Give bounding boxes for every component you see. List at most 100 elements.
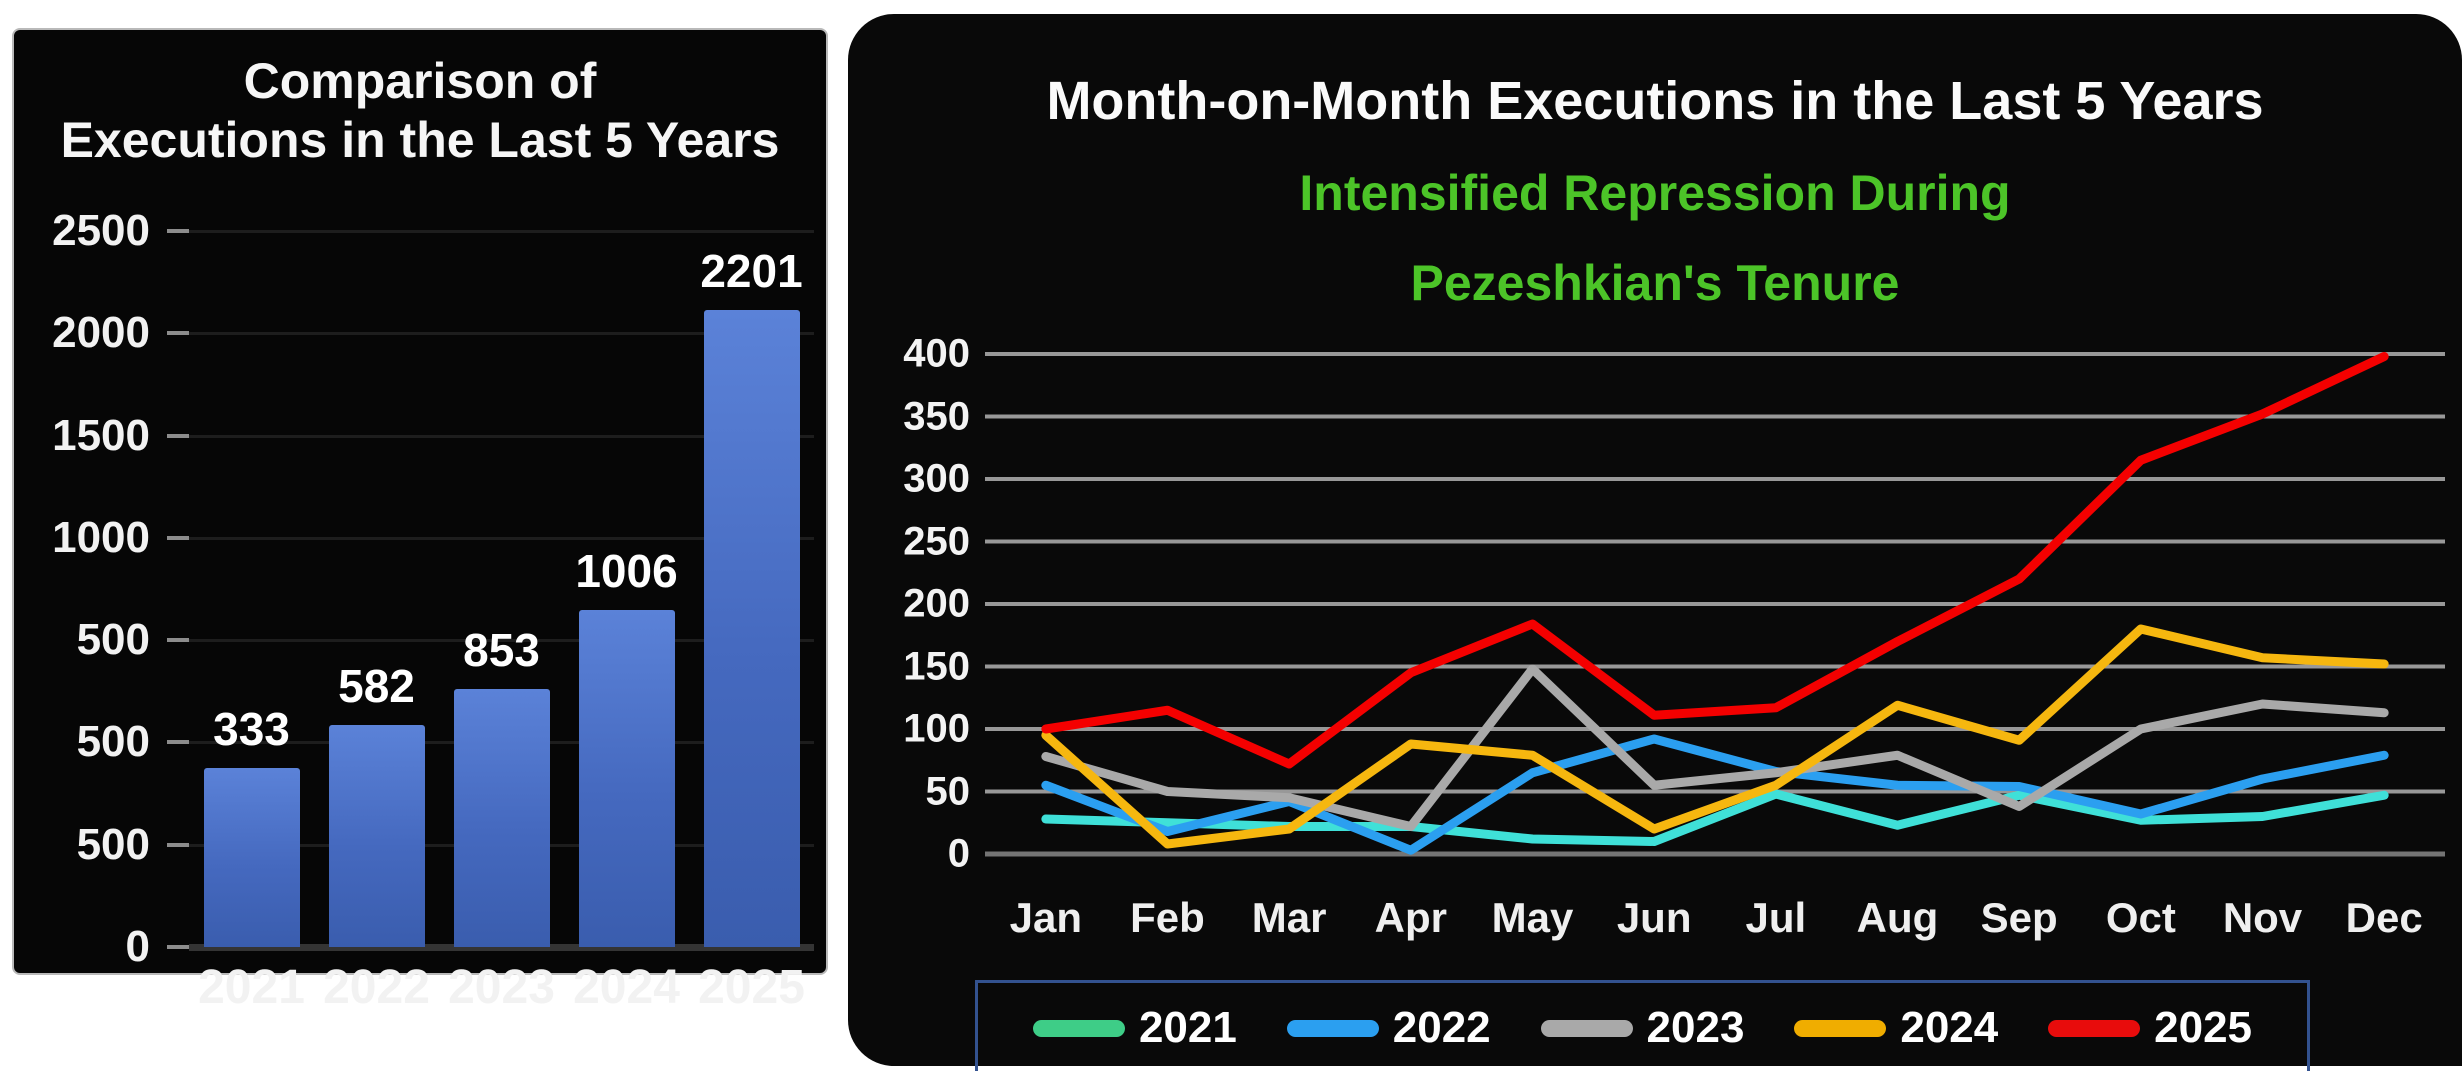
line-y-tick-label: 250 (903, 519, 970, 563)
bar-axis-tick-mark (167, 229, 189, 233)
line-series-2021 (1041, 789, 2389, 846)
bar-cell: 582 (314, 231, 439, 947)
bar-axis-tick-mark (167, 842, 189, 847)
legend-label-2023: 2023 (1646, 1003, 1745, 1052)
bar-gridline (189, 536, 814, 540)
line-x-tick-label: May (1491, 894, 1574, 941)
bar-axis-tick-mark (167, 945, 189, 949)
line-x-tick-label: Jun (1616, 894, 1692, 941)
line-y-tick-label: 300 (903, 456, 970, 501)
bar-value-label: 333 (213, 703, 290, 755)
line-y-tick-label: 50 (925, 769, 971, 813)
line-chart-y-axis: 400 350 300 250 200 150 100 50 0 (848, 332, 971, 876)
line-x-tick-label: Nov (2222, 894, 2303, 941)
bar-chart-title-line2: Executions in the Last 5 Years (60, 112, 780, 168)
line-chart-title: Month-on-Month Executions in the Last 5 … (1046, 71, 2264, 131)
bar-x-tick-label: 2025 (698, 961, 805, 1014)
line-chart-panel: Month-on-Month Executions in the Last 5 … (848, 14, 2462, 1071)
bar-gridline (189, 944, 814, 951)
bar-axis-tick-mark (167, 433, 189, 438)
line-y-tick-label: 150 (903, 644, 970, 688)
bar-value-label: 853 (463, 624, 540, 676)
line-x-tick-label: Dec (2345, 894, 2423, 941)
bar-y-tick-label: 0 (125, 922, 150, 971)
bar-axis-tick-mark (167, 740, 189, 745)
legend-item-2021: 2021 (1032, 1003, 1237, 1053)
bar-gridline (189, 230, 814, 233)
line-series-2023 (1041, 664, 2389, 831)
bar-chart-x-axis: 2021 2022 2023 2024 2025 (189, 960, 814, 1015)
bar-x-tick-label: 2022 (323, 961, 430, 1014)
bar-value-label: 1006 (575, 545, 678, 597)
bar-y-tick-label: 2500 (52, 206, 150, 255)
bar (203, 768, 300, 947)
bar-value-label: 2201 (700, 245, 803, 297)
line-chart-plot-area (985, 352, 2445, 857)
legend-item-2023: 2023 (1540, 1003, 1745, 1053)
bar-chart-plot-area: 333 582 853 1006 2201 (167, 229, 814, 951)
bar-y-tick-label: 500 (76, 819, 150, 869)
line-x-tick-label: Jan (1009, 894, 1083, 941)
bar-axis-tick-mark (167, 331, 189, 336)
legend-item-2024: 2024 (1794, 1003, 1998, 1053)
line-x-tick-label: Apr (1374, 894, 1447, 941)
legend-swatch-2021 (1032, 1019, 1125, 1037)
line-y-tick-label: 0 (947, 831, 970, 876)
bar-gridline (189, 332, 814, 336)
bar (703, 310, 800, 947)
line-chart-subtitle-line2: Pezeshkian's Tenure (1410, 255, 1900, 311)
bar-gridline (189, 639, 814, 643)
bar-y-tick-label: 2000 (52, 308, 150, 358)
legend-label-2021: 2021 (1138, 1003, 1237, 1052)
bar-chart-panel: Comparison of Executions in the Last 5 Y… (12, 28, 828, 1014)
bar-chart-title: Comparison of Executions in the Last 5 Y… (14, 52, 826, 170)
bar-y-tick-label: 1000 (52, 512, 150, 562)
bar-series: 333 582 853 1006 2201 (189, 231, 814, 947)
line-y-tick-label: 200 (903, 581, 970, 626)
legend-item-2025: 2025 (2048, 1003, 2252, 1053)
bar-x-tick-label: 2023 (448, 961, 555, 1014)
legend-swatch-2024 (1794, 1019, 1887, 1037)
bar-cell: 1006 (564, 231, 689, 947)
bar-cell: 853 (439, 231, 564, 947)
line-chart-legend: 2021 2022 2023 2024 2025 (975, 980, 2310, 1071)
line-chart-subtitle-line1: Intensified Repression During (1299, 165, 2011, 221)
line-series-2024 (1041, 624, 2389, 849)
line-x-tick-label: Aug (1856, 894, 1939, 941)
legend-swatch-2022 (1286, 1019, 1379, 1037)
bar (328, 725, 425, 947)
legend-label-2025: 2025 (2154, 1003, 2253, 1052)
line-series-2022 (1041, 734, 2389, 855)
bar-y-tick-label: 500 (76, 717, 150, 767)
legend-label-2024: 2024 (1900, 1003, 1999, 1052)
bar (453, 689, 550, 947)
legend-label-2022: 2022 (1392, 1003, 1491, 1052)
bar-y-tick-label: 500 (76, 615, 150, 665)
legend-item-2022: 2022 (1286, 1003, 1491, 1053)
bar-y-tick-label: 1500 (52, 410, 150, 460)
line-x-tick-label: Oct (2105, 894, 2176, 941)
line-y-tick-label: 350 (903, 394, 970, 438)
bar-axis-tick-mark (167, 535, 189, 540)
bar-chart-title-line1: Comparison of (243, 53, 597, 109)
line-x-tick-label: Feb (1130, 894, 1205, 941)
line-y-tick-label: 400 (903, 331, 970, 376)
bar (578, 610, 675, 947)
line-series-2025 (1041, 352, 2389, 769)
bar-x-tick-label: 2021 (198, 961, 305, 1014)
line-x-tick-label: Jul (1745, 894, 1807, 941)
bar-chart-y-axis: 2500 2000 1500 1000 500 500 500 0 (14, 30, 164, 973)
bar-cell: 2201 (689, 231, 814, 947)
bar-value-label: 582 (338, 660, 415, 712)
legend-swatch-2023 (1540, 1019, 1633, 1037)
bar-cell: 333 (189, 231, 314, 947)
line-x-tick-label: Mar (1251, 894, 1327, 941)
line-chart-x-axis: Jan Feb Mar Apr May Jun Jul Aug Sep Oct Nov Dec (985, 894, 2445, 950)
line-y-tick-label: 100 (903, 706, 970, 751)
line-x-tick-label: Sep (1980, 894, 2058, 941)
bar-x-tick-label: 2024 (573, 961, 680, 1014)
bar-axis-tick-mark (167, 638, 189, 643)
legend-swatch-2025 (2048, 1019, 2141, 1037)
bar-gridline (189, 434, 814, 438)
